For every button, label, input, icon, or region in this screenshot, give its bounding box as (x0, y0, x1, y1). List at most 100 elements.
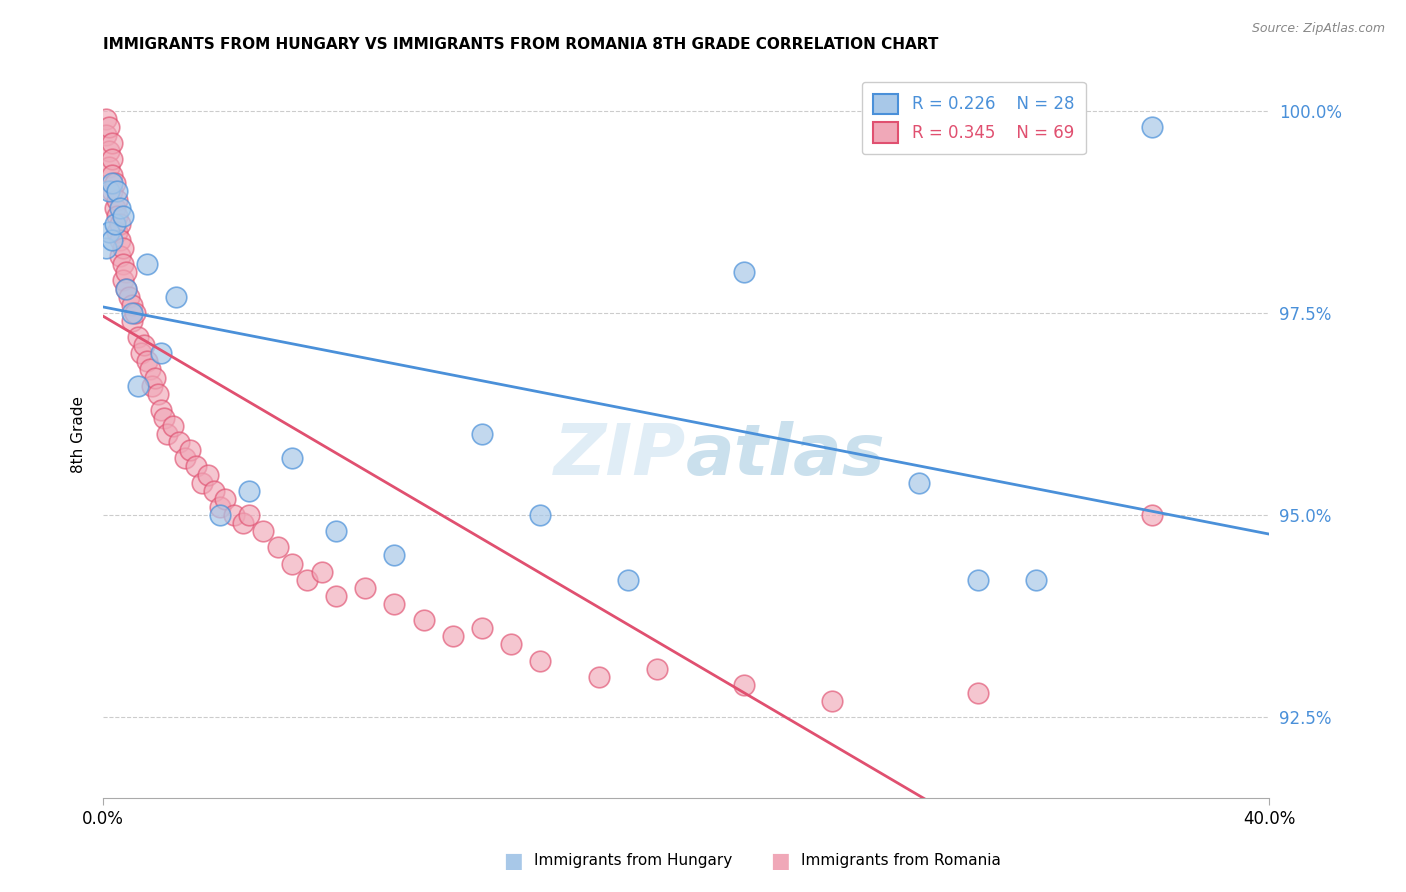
Point (138, 362, 160, 376)
Point (441, 629, 464, 643)
Point (267, 541, 290, 555)
Point (132, 338, 155, 352)
Point (150, 402, 173, 417)
Point (135, 354, 157, 368)
Point (112, 241, 135, 255)
Point (295, 573, 318, 587)
Point (733, 265, 755, 279)
Point (471, 621, 494, 635)
Point (281, 451, 304, 466)
Point (232, 516, 254, 530)
Point (94, 241, 117, 255)
Point (97, 225, 120, 239)
Point (115, 281, 138, 295)
Text: Source: ZipAtlas.com: Source: ZipAtlas.com (1251, 22, 1385, 36)
Point (115, 281, 138, 295)
Point (107, 185, 129, 199)
Point (97, 185, 120, 199)
Point (156, 427, 179, 442)
Point (97, 120, 120, 134)
Point (103, 217, 125, 231)
Point (966, 686, 988, 700)
Text: IMMIGRANTS FROM HUNGARY VS IMMIGRANTS FROM ROMANIA 8TH GRADE CORRELATION CHART: IMMIGRANTS FROM HUNGARY VS IMMIGRANTS FR… (103, 37, 938, 53)
Point (208, 500, 231, 514)
Point (100, 177, 122, 191)
Text: ■: ■ (770, 851, 790, 871)
Point (384, 549, 406, 563)
Point (529, 654, 551, 668)
Y-axis label: 8th Grade: 8th Grade (72, 396, 86, 473)
Point (97, 160, 120, 174)
Point (115, 265, 138, 279)
Point (153, 411, 176, 425)
Point (107, 209, 129, 223)
Text: atlas: atlas (686, 422, 886, 491)
Point (127, 330, 149, 344)
Point (162, 419, 184, 434)
Point (148, 386, 170, 401)
Point (645, 662, 668, 676)
Point (135, 257, 157, 271)
Point (238, 483, 260, 498)
Point (1142, 508, 1164, 522)
Point (145, 370, 167, 384)
Point (252, 524, 274, 539)
Point (150, 346, 173, 360)
Point (191, 475, 214, 490)
Point (966, 573, 988, 587)
Point (186, 459, 208, 474)
Point (384, 597, 406, 611)
Point (112, 209, 135, 223)
Point (100, 185, 122, 199)
Point (127, 378, 149, 392)
Point (112, 257, 135, 271)
Legend: R = 0.226    N = 28, R = 0.345    N = 69: R = 0.226 N = 28, R = 0.345 N = 69 (862, 82, 1085, 154)
Point (124, 306, 146, 320)
Point (238, 508, 260, 522)
Point (107, 193, 129, 207)
Point (103, 201, 125, 215)
Point (110, 249, 132, 263)
Point (167, 435, 190, 450)
Point (208, 508, 231, 522)
Point (202, 483, 225, 498)
Point (281, 557, 304, 571)
Point (100, 169, 122, 183)
Point (121, 314, 143, 328)
Point (224, 508, 246, 522)
Point (325, 589, 347, 603)
Text: Immigrants from Hungary: Immigrants from Hungary (534, 854, 733, 868)
Point (110, 233, 132, 247)
Point (129, 346, 152, 360)
Point (412, 613, 434, 627)
Point (121, 306, 143, 320)
Point (325, 524, 347, 539)
Point (173, 451, 195, 466)
Point (179, 443, 201, 458)
Point (121, 298, 143, 312)
Point (112, 273, 135, 287)
Point (1142, 120, 1164, 134)
Point (588, 670, 610, 684)
Point (103, 177, 125, 191)
Point (354, 581, 377, 595)
Text: ZIP: ZIP (554, 422, 686, 491)
Point (1025, 573, 1047, 587)
Point (529, 508, 551, 522)
Point (110, 217, 132, 231)
Point (214, 491, 236, 506)
Point (97, 144, 120, 158)
Point (165, 290, 187, 304)
Text: Immigrants from Romania: Immigrants from Romania (801, 854, 1001, 868)
Point (100, 233, 122, 247)
Point (100, 136, 122, 150)
Point (110, 201, 132, 215)
Point (197, 467, 219, 482)
Point (100, 152, 122, 166)
Point (616, 573, 638, 587)
Point (94, 112, 117, 126)
Point (311, 565, 333, 579)
Point (118, 290, 141, 304)
Point (908, 475, 931, 490)
Point (499, 637, 522, 651)
